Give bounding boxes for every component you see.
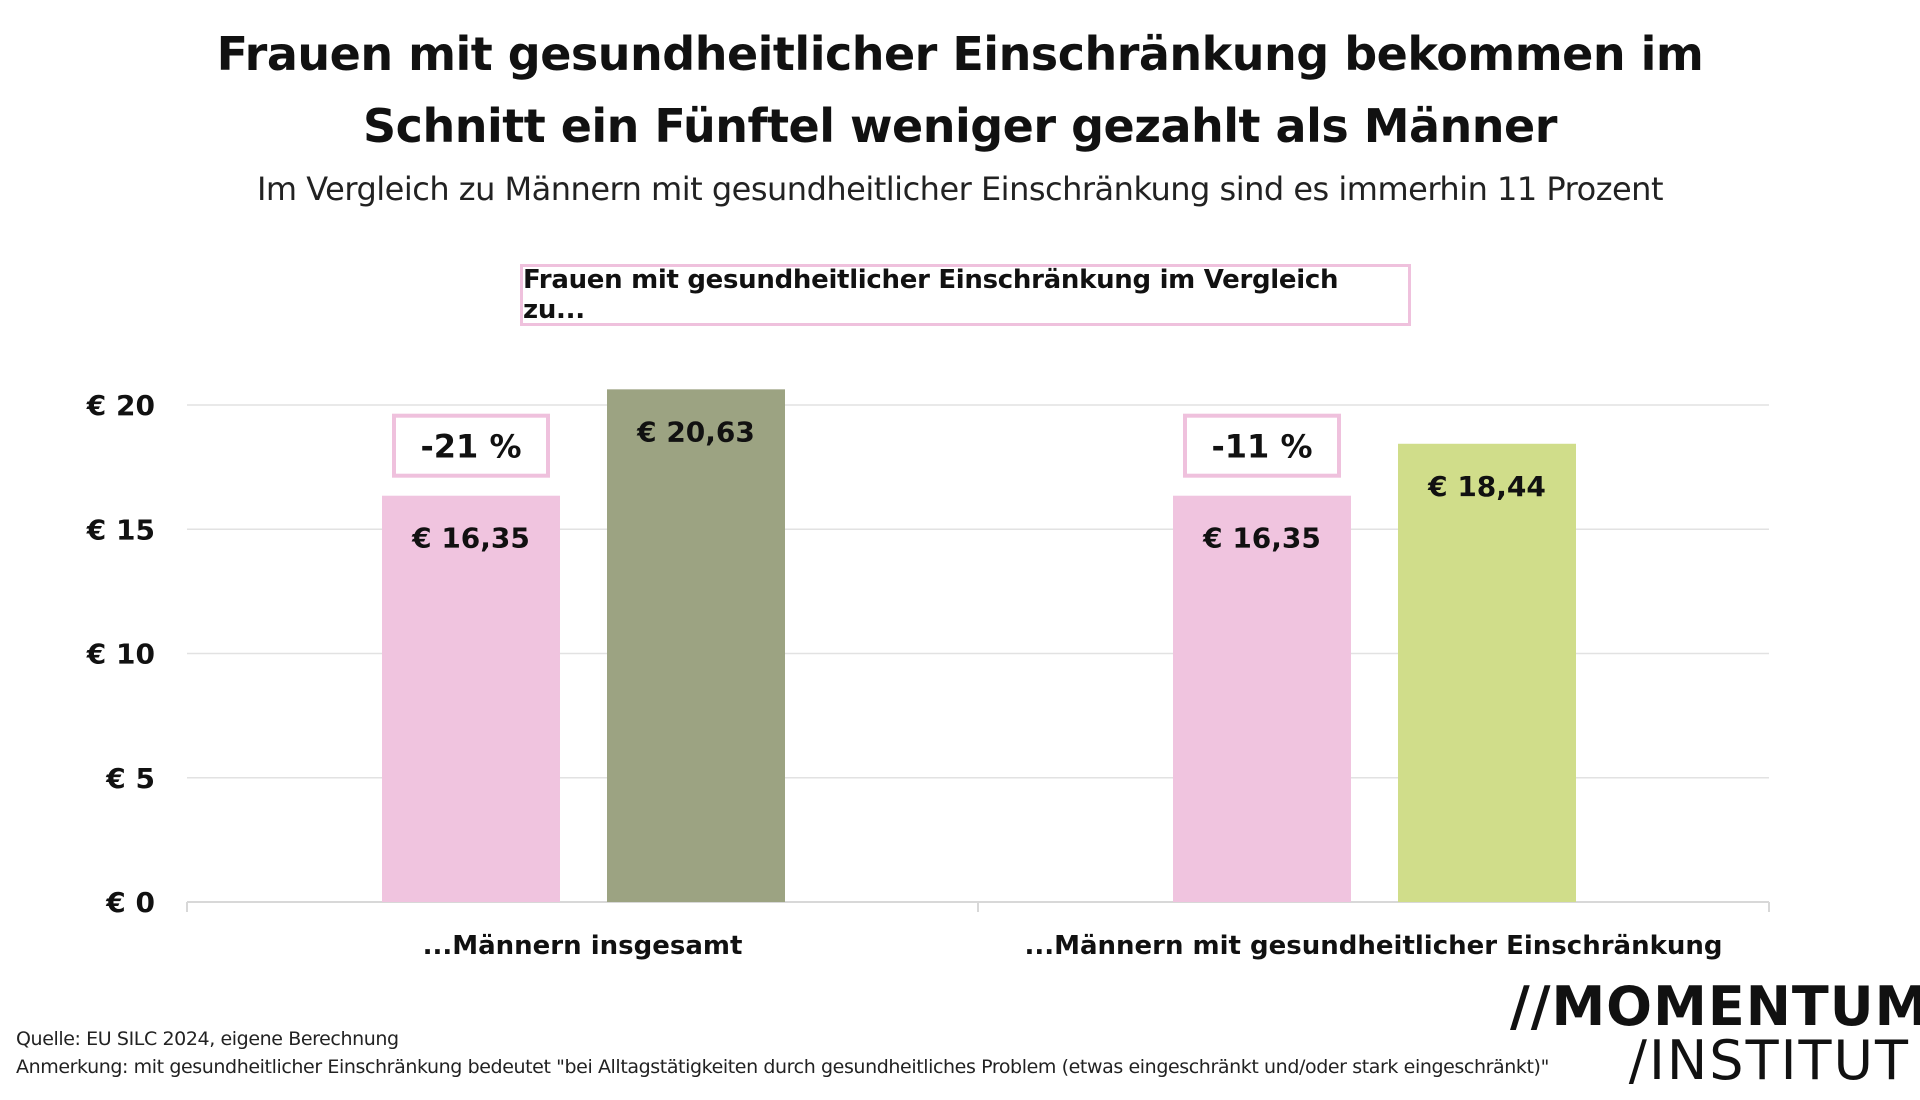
annotation-note: Anmerkung: mit gesundheitlicher Einschrä… xyxy=(16,1056,1549,1078)
bar-value-label: € 16,35 xyxy=(411,522,530,555)
y-tick-label: € 20 xyxy=(86,389,155,422)
category-label: ...Männern insgesamt xyxy=(423,931,743,961)
momentum-logo: //MOMENTUM /INSTITUT xyxy=(1510,975,1920,1092)
y-tick-label: € 0 xyxy=(105,886,155,919)
y-tick-label: € 5 xyxy=(105,762,155,795)
title-line-2: Schnitt ein Fünftel weniger gezahlt als … xyxy=(363,99,1557,153)
category-label: ...Männern mit gesundheitlicher Einschrä… xyxy=(1024,931,1722,961)
logo-line-2: /INSTITUT xyxy=(1628,1029,1910,1092)
bar xyxy=(382,495,560,902)
bar xyxy=(1398,443,1576,902)
chart-title: Frauen mit gesundheitlicher Einschränkun… xyxy=(0,18,1920,162)
legend-box: Frauen mit gesundheitlicher Einschränkun… xyxy=(520,264,1411,326)
difference-box xyxy=(1183,413,1341,478)
bar-value-label: € 20,63 xyxy=(636,415,755,448)
logo-line-1: //MOMENTUM xyxy=(1510,975,1920,1038)
y-tick-label: € 10 xyxy=(86,638,155,671)
difference-label: -11 % xyxy=(1211,428,1312,466)
bar xyxy=(607,389,785,903)
chart-subtitle: Im Vergleich zu Männern mit gesundheitli… xyxy=(256,170,1664,208)
bar xyxy=(1173,495,1351,902)
source-note: Quelle: EU SILC 2024, eigene Berechnung xyxy=(16,1028,399,1050)
y-tick-label: € 15 xyxy=(86,513,155,546)
bar-value-label: € 18,44 xyxy=(1427,470,1546,503)
difference-box xyxy=(392,413,550,478)
bar-value-label: € 16,35 xyxy=(1202,522,1321,555)
title-line-1: Frauen mit gesundheitlicher Einschränkun… xyxy=(216,27,1704,81)
difference-label: -21 % xyxy=(420,428,521,466)
